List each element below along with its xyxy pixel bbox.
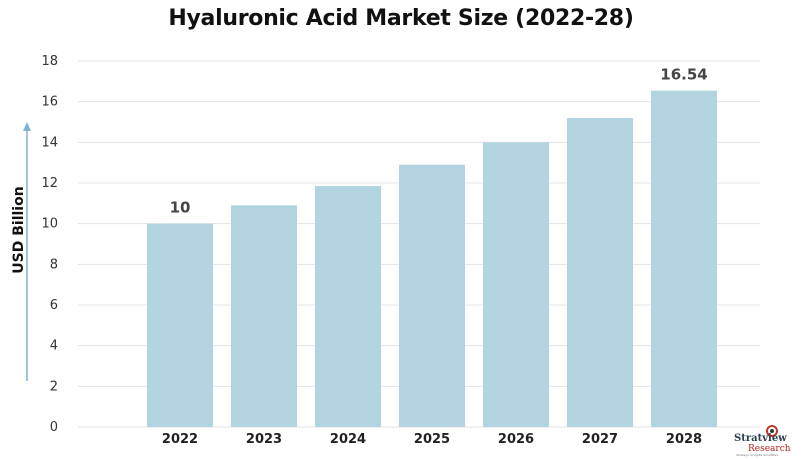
x-tick-labels: 2022 2023 2024 2025 2026 2027 2028 bbox=[162, 432, 702, 447]
logo-target-icon bbox=[766, 425, 778, 437]
y-tick-label: 10 bbox=[41, 217, 58, 232]
y-axis-title: USD Billion bbox=[11, 186, 27, 274]
x-tick-label: 2028 bbox=[666, 432, 702, 447]
data-labels: 10 16.54 bbox=[170, 66, 708, 217]
bar-2022 bbox=[147, 223, 213, 427]
bar-2025 bbox=[399, 164, 465, 427]
y-tick-label: 6 bbox=[50, 298, 58, 313]
y-tick-label: 4 bbox=[50, 339, 58, 354]
y-tick-labels: 0 2 4 6 8 10 12 14 16 18 bbox=[41, 54, 58, 435]
bar-2026 bbox=[483, 142, 549, 428]
logo-name: Stratview bbox=[734, 433, 787, 444]
logo-tagline: Strategic Insights Simplified bbox=[736, 453, 779, 457]
x-tick-label: 2024 bbox=[330, 432, 366, 447]
bars bbox=[147, 90, 717, 428]
y-tick-label: 2 bbox=[50, 379, 58, 394]
x-tick-label: 2025 bbox=[414, 432, 450, 447]
stratview-logo: Stratview Research Strategic Insights Si… bbox=[726, 425, 796, 457]
chart-title: Hyaluronic Acid Market Size (2022-28) bbox=[168, 6, 634, 31]
bar-2028 bbox=[651, 90, 717, 427]
y-tick-label: 8 bbox=[50, 257, 58, 272]
bar-2023 bbox=[231, 205, 297, 427]
x-tick-label: 2022 bbox=[162, 432, 198, 447]
data-label-2022: 10 bbox=[170, 199, 191, 217]
x-tick-label: 2027 bbox=[582, 432, 618, 447]
x-tick-label: 2023 bbox=[246, 432, 282, 447]
y-tick-label: 12 bbox=[41, 176, 58, 191]
data-label-2028: 16.54 bbox=[660, 66, 707, 84]
y-tick-label: 18 bbox=[41, 54, 58, 69]
bar-2027 bbox=[567, 117, 633, 427]
y-axis-arrow bbox=[23, 122, 31, 381]
y-tick-label: 0 bbox=[50, 420, 58, 435]
y-tick-label: 14 bbox=[41, 135, 58, 150]
bar-2024 bbox=[315, 186, 381, 427]
logo-subtitle: Research bbox=[748, 444, 791, 454]
y-tick-label: 16 bbox=[41, 95, 58, 110]
x-tick-label: 2026 bbox=[498, 432, 534, 447]
y-axis-arrow-head bbox=[23, 122, 31, 131]
